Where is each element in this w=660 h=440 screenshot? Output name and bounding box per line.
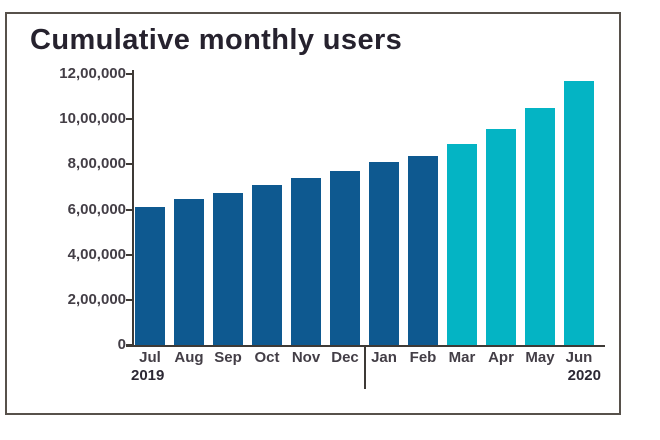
y-tick-label: 0 (117, 336, 126, 353)
x-tick-label-dec: Dec (331, 349, 359, 366)
y-axis-tick (126, 118, 132, 120)
y-tick-label: 8,00,000 (67, 155, 126, 172)
x-tick-label-may: May (525, 349, 555, 366)
y-tick-label: 10,00,000 (59, 110, 126, 127)
year-label-2020: 2020 (567, 367, 601, 384)
y-axis-tick (126, 254, 132, 256)
bar-jan (369, 162, 399, 345)
y-axis-tick (126, 163, 132, 165)
bar-jul (135, 207, 165, 345)
y-tick-label: 2,00,000 (67, 291, 126, 308)
chart-title: Cumulative monthly users (30, 24, 403, 56)
x-tick-label-apr: Apr (488, 349, 514, 366)
y-axis-line (132, 70, 134, 347)
bar-jun (564, 80, 594, 345)
y-tick-label: 12,00,000 (59, 65, 126, 82)
bar-aug (174, 199, 204, 345)
x-tick-label-oct: Oct (254, 349, 280, 366)
y-tick-label: 4,00,000 (67, 246, 126, 263)
year-label-2019: 2019 (131, 367, 165, 384)
x-tick-label-feb: Feb (409, 349, 437, 366)
x-tick-label-jun: Jun (565, 349, 593, 366)
bar-apr (486, 129, 516, 345)
y-axis-tick (126, 299, 132, 301)
bar-feb (408, 156, 438, 345)
bar-oct (252, 184, 282, 345)
y-axis-tick (126, 344, 132, 346)
bar-may (525, 107, 555, 345)
x-tick-label-aug: Aug (174, 349, 204, 366)
x-tick-label-sep: Sep (214, 349, 242, 366)
y-tick-label: 6,00,000 (67, 201, 126, 218)
year-separator-line (364, 346, 366, 389)
x-tick-label-jul: Jul (139, 349, 161, 366)
x-tick-label-jan: Jan (371, 349, 397, 366)
y-axis-tick (126, 209, 132, 211)
y-axis-tick (126, 73, 132, 75)
x-tick-label-nov: Nov (291, 349, 321, 366)
bar-nov (291, 177, 321, 345)
bar-sep (213, 192, 243, 345)
bar-dec (330, 171, 360, 345)
x-tick-label-mar: Mar (448, 349, 476, 366)
bar-mar (447, 144, 477, 345)
